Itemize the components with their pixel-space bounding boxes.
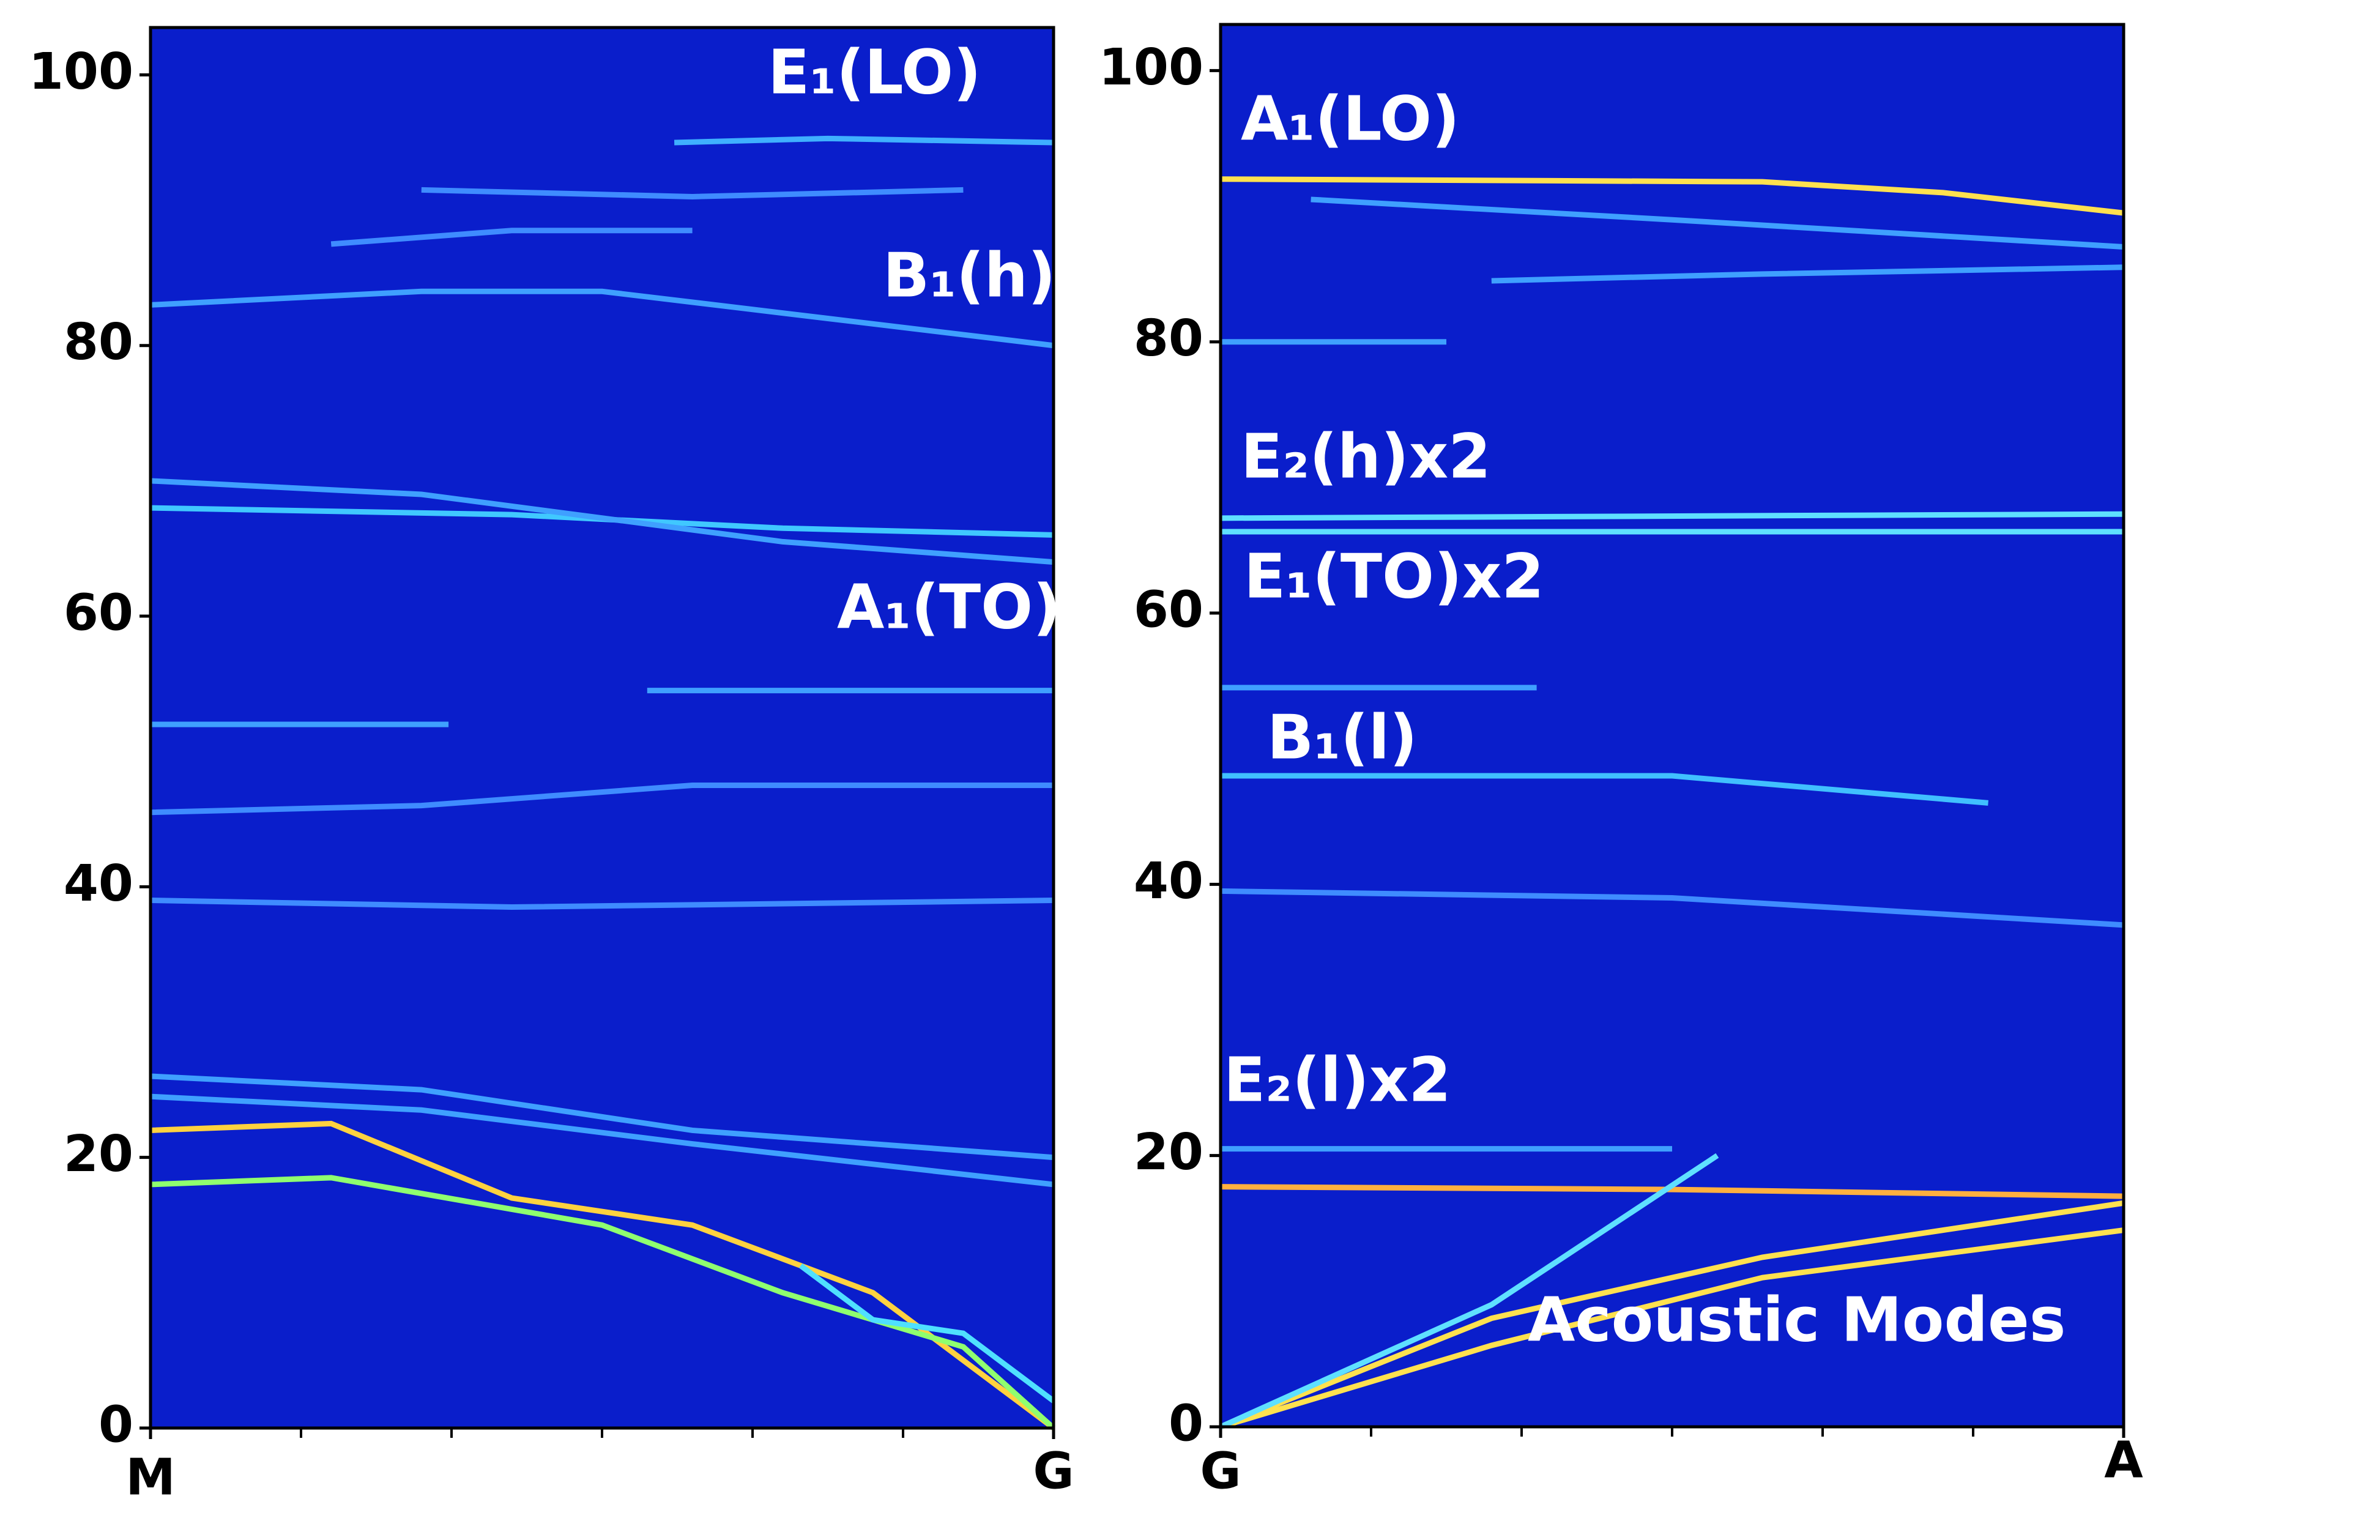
- band-line: [150, 782, 1054, 816]
- y-tick-label: 80: [64, 313, 133, 371]
- mode-annotation: Acoustic Modes: [1528, 1284, 2066, 1355]
- y-tick-label: 40: [64, 855, 133, 913]
- band-line: [150, 288, 1054, 349]
- band-line: [330, 228, 693, 247]
- mode-annotation: E₂(h)x2: [1241, 420, 1491, 492]
- mode-annotation: E₂(l)x2: [1224, 1044, 1451, 1115]
- mode-annotation: E₁(TO)x2: [1244, 540, 1544, 612]
- band-line: [1220, 511, 2124, 521]
- y-tick-label: 100: [29, 43, 133, 101]
- band-line: [150, 1073, 1054, 1161]
- x-tick-label: G: [1200, 1442, 1241, 1500]
- y-tick-label: 60: [1134, 581, 1203, 639]
- x-tick-label: M: [125, 1448, 176, 1506]
- mode-annotation: B₁(l): [1267, 701, 1418, 773]
- y-tick-label: 40: [1134, 852, 1203, 910]
- y-tick-label: 0: [1169, 1394, 1203, 1453]
- y-tick-label: 20: [64, 1125, 133, 1183]
- band-line: [1220, 1184, 2124, 1199]
- band-line: [1219, 1227, 2124, 1430]
- y-tick-label: 80: [1134, 310, 1203, 368]
- x-tick-label: A: [2104, 1431, 2143, 1489]
- band-line: [150, 897, 1054, 910]
- mode-annotation: B₁(h): [883, 239, 1056, 311]
- mode-annotation: A₁(LO): [1241, 83, 1460, 154]
- y-tick-label: 100: [1099, 39, 1203, 97]
- mode-annotation: A₁(TO): [837, 571, 1061, 642]
- band-line: [150, 478, 1054, 565]
- band-line: [150, 1175, 1056, 1430]
- band-line: [1219, 1153, 1719, 1430]
- band-line: [421, 187, 964, 199]
- band-line: [1311, 196, 2124, 250]
- band-line: [674, 135, 1054, 146]
- band-line: [1221, 773, 1988, 806]
- band-line: [1220, 888, 2124, 928]
- plot-background: [151, 28, 1054, 1428]
- x-tick-label: G: [1033, 1442, 1074, 1500]
- band-line: [150, 1120, 1055, 1430]
- mode-annotation: E₁(LO): [768, 36, 981, 108]
- y-tick-label: 20: [1134, 1123, 1203, 1181]
- y-tick-label: 60: [64, 584, 133, 642]
- band-line: [150, 1093, 1054, 1188]
- band-line: [1219, 1200, 2124, 1430]
- y-tick-label: 0: [99, 1396, 133, 1454]
- band-line: [799, 1263, 1055, 1404]
- band-line: [1220, 176, 2124, 216]
- band-line: [1491, 264, 2124, 284]
